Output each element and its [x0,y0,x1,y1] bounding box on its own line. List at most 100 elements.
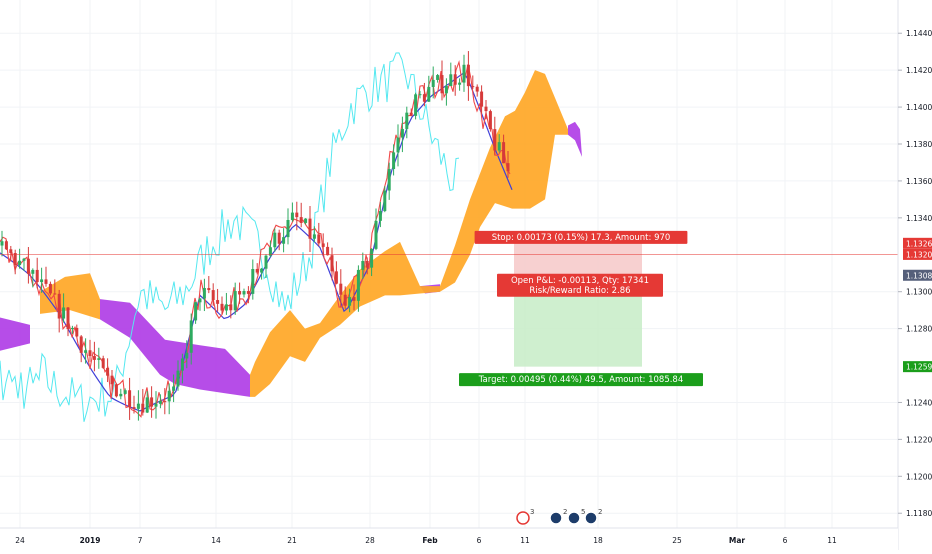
candle-body [150,397,154,407]
candle-body [110,375,114,385]
candle-body [422,94,426,102]
candle-body [488,111,492,130]
candle-body [312,234,316,239]
candle-body [97,358,101,360]
candle-body [414,94,418,116]
target-label[interactable]: Target: 0.00495 (0.44%) 49.5, Amount: 10… [459,373,703,387]
candle-body [383,190,387,212]
event-badge-icon [584,511,598,525]
time-tick-label: 6 [783,536,788,545]
time-tick-label: Mar [729,536,746,545]
candle-body [466,64,470,87]
candle-body [207,288,211,291]
stop-zone[interactable] [514,243,642,276]
event-badge-count: 2 [563,508,567,516]
price-tag-bg [903,248,932,260]
candle-body [4,241,8,250]
price-tick-label: 1.12800 [906,325,932,334]
candle-body [497,142,501,151]
candle-body [70,327,74,330]
candle-body [400,128,404,138]
candle-body [317,234,321,244]
pnl-label[interactable]: Open P&L: -0.00113, Qty: 17341Risk/Rewar… [497,273,663,297]
time-tick-label: 7 [138,536,143,545]
candle-body [79,336,83,353]
candle-body [334,271,338,284]
candle-body [220,303,224,311]
candle-body [22,258,26,261]
candle-body [172,386,176,391]
target-label-bg [459,373,703,387]
price-tag-label: 1.13262 [906,239,932,248]
candle-body [163,401,167,403]
event-badge-count: 2 [598,508,602,516]
event-badge[interactable]: 2 [584,508,602,525]
kumo-bearish [100,299,250,397]
kumo-bearish [0,317,30,351]
candle-body [260,268,264,273]
time-tick-label: 14 [211,536,221,545]
candle-body [167,390,171,402]
candle-body [185,352,189,359]
candle-body [436,75,440,80]
candle-body [365,261,369,268]
candle-body [9,249,13,253]
price-tag-label: 1.13089 [906,271,932,280]
candle-body [268,247,272,256]
price-tick-label: 1.14400 [906,29,932,38]
candle-body [128,390,132,408]
candle-body [246,291,250,294]
pnl-label-text: Risk/Reward Ratio: 2.86 [529,286,630,296]
candle-body [264,255,268,269]
candle-body [282,237,286,244]
time-tick-label: 6 [477,536,482,545]
event-badge[interactable]: 5 [567,508,585,525]
time-axis-bg [0,528,898,550]
candle-body [295,212,299,218]
candle-body [141,403,145,413]
candle-body [484,106,488,112]
price-tick-label: 1.14000 [906,103,932,112]
candle-body [348,297,352,306]
candle-body [273,232,277,248]
price-tick-label: 1.13400 [906,214,932,223]
event-badge-icon [549,511,563,525]
candle-body [119,393,123,397]
candle-body [330,255,334,272]
candle-body [343,294,347,306]
candle-body [18,260,22,266]
price-tick-label: 1.13800 [906,140,932,149]
price-tick-label: 1.12200 [906,435,932,444]
candle-body [13,252,17,266]
event-badge[interactable]: 3 [516,508,534,525]
candle-body [180,358,184,371]
time-tick-label: 11 [827,536,837,545]
price-tag: 1.13202 [903,248,932,260]
time-tick-label: 21 [287,536,297,545]
event-badge-icon [567,511,581,525]
time-tick-label: Feb [422,536,438,545]
stop-label[interactable]: Stop: 0.00173 (0.15%) 17.3, Amount: 970 [474,230,688,244]
candle-body [378,211,382,221]
candle-body [224,304,228,311]
candle-body [480,91,484,107]
pnl-label-bg [497,273,663,297]
time-tick-label: 28 [365,536,375,545]
price-tag-label: 1.12594 [906,363,932,372]
target-label-text: Target: 0.00495 (0.44%) 49.5, Amount: 10… [478,375,684,385]
candle-body [251,268,255,294]
candle-body [352,297,356,301]
price-tick-label: 1.14200 [906,66,932,75]
stop-label-text: Stop: 0.00173 (0.15%) 17.3, Amount: 970 [492,233,671,243]
price-tick-label: 1.11800 [906,509,932,518]
kumo-bearish [568,121,582,157]
candle-body [475,86,479,92]
event-badge[interactable]: 2 [549,508,567,525]
candle-body [101,358,105,368]
price-tag: 1.13089 [903,269,932,281]
candle-body [427,86,431,102]
candle-body [304,218,308,223]
candle-body [211,290,215,301]
price-tag-bg [903,237,932,249]
